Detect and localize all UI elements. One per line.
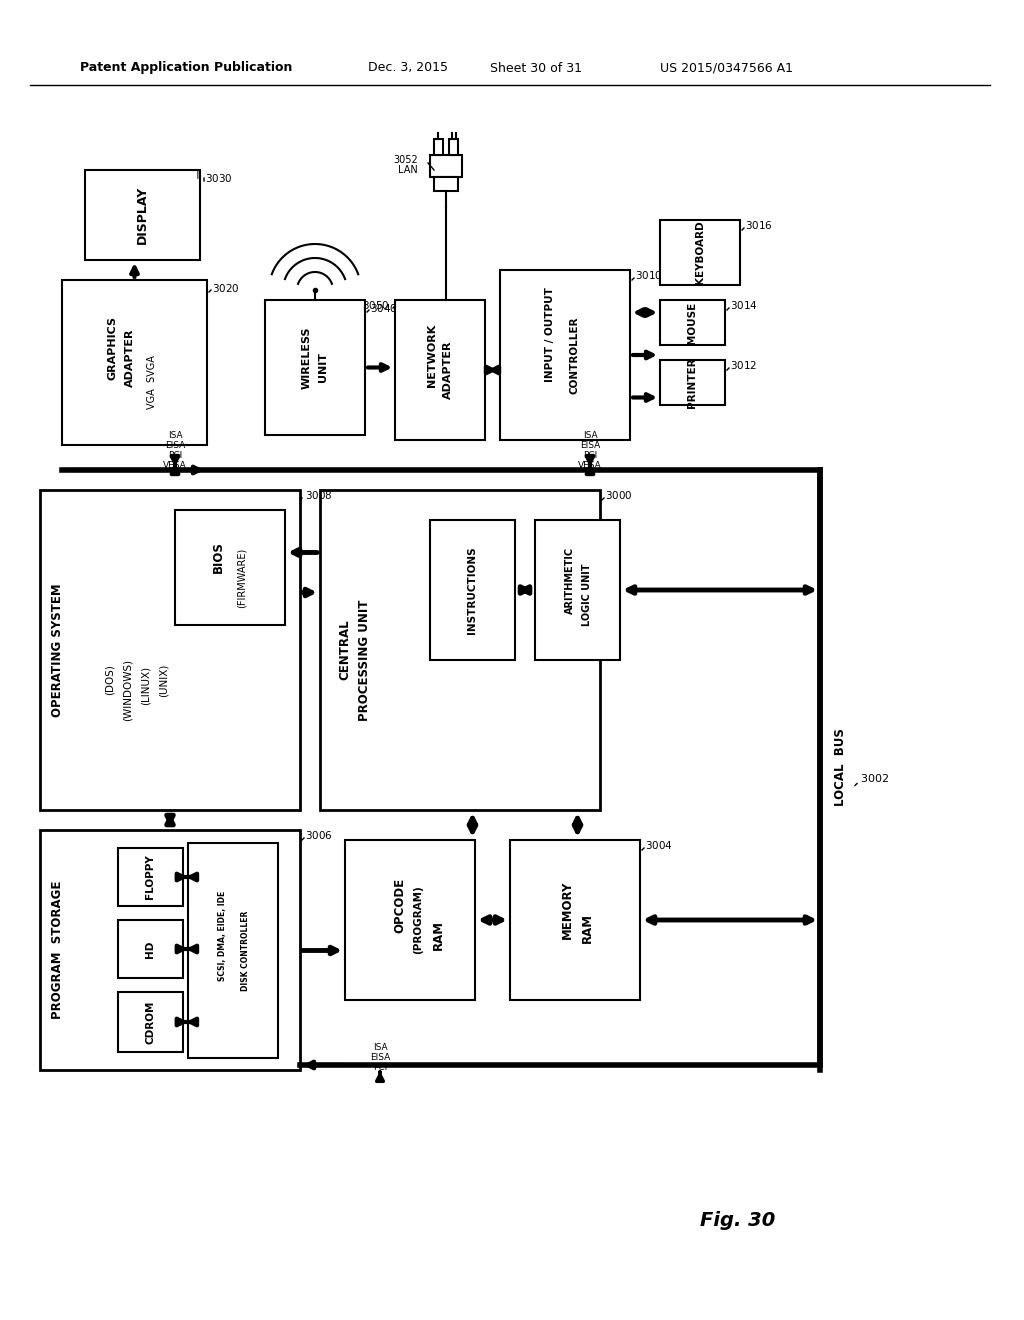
- Text: VESA: VESA: [163, 461, 186, 470]
- Text: SCSI, DMA, EIDE, IDE: SCSI, DMA, EIDE, IDE: [218, 891, 227, 981]
- Text: PCI: PCI: [373, 1064, 387, 1072]
- Text: Fig. 30: Fig. 30: [700, 1210, 775, 1229]
- Text: (WINDOWS): (WINDOWS): [123, 659, 133, 721]
- Text: RAM: RAM: [431, 920, 444, 950]
- Bar: [500, 271, 630, 440]
- Text: $\mathsf{3004}$: $\mathsf{3004}$: [645, 840, 673, 851]
- Text: $\mathsf{3014}$: $\mathsf{3014}$: [730, 300, 758, 312]
- Text: $\mathsf{3010}$: $\mathsf{3010}$: [635, 269, 663, 281]
- Bar: [449, 139, 458, 154]
- Text: EISA: EISA: [370, 1053, 390, 1063]
- Text: ARITHMETIC: ARITHMETIC: [564, 546, 574, 614]
- Text: $\mathsf{3050}$: $\mathsf{3050}$: [362, 300, 390, 312]
- Text: OPERATING SYSTEM: OPERATING SYSTEM: [51, 583, 65, 717]
- Text: KEYBOARD: KEYBOARD: [695, 220, 705, 284]
- Bar: [660, 220, 740, 285]
- Bar: [660, 360, 725, 405]
- Bar: [660, 300, 725, 345]
- Text: $\mathsf{3012}$: $\mathsf{3012}$: [730, 359, 758, 371]
- Bar: [319, 490, 600, 810]
- Text: PROGRAM  STORAGE: PROGRAM STORAGE: [51, 880, 65, 1019]
- Text: $\mathsf{3016}$: $\mathsf{3016}$: [745, 219, 773, 231]
- Text: $\mathsf{\mathsf{3030}}$: $\mathsf{\mathsf{3030}}$: [205, 172, 232, 183]
- Text: $\mathsf{3008}$: $\mathsf{3008}$: [305, 488, 333, 502]
- Text: (DOS): (DOS): [105, 664, 115, 696]
- Text: $\mathsf{3000}$: $\mathsf{3000}$: [605, 488, 633, 502]
- Bar: [430, 154, 462, 177]
- Text: DISK CONTROLLER: DISK CONTROLLER: [241, 911, 250, 991]
- Bar: [430, 520, 515, 660]
- Bar: [85, 170, 200, 260]
- Text: PROCESSING UNIT: PROCESSING UNIT: [358, 599, 372, 721]
- Text: UNIT: UNIT: [318, 352, 328, 383]
- Text: CDROM: CDROM: [145, 1001, 156, 1044]
- Text: RAM: RAM: [581, 913, 594, 942]
- Text: (LINUX): (LINUX): [141, 665, 151, 705]
- Text: Sheet 30 of 31: Sheet 30 of 31: [490, 62, 582, 74]
- Text: DISPLAY: DISPLAY: [136, 186, 150, 244]
- Text: ADAPTER: ADAPTER: [443, 341, 453, 399]
- Text: VGA  SVGA: VGA SVGA: [147, 355, 157, 409]
- Text: US 2015/0347566 A1: US 2015/0347566 A1: [660, 62, 793, 74]
- Bar: [118, 920, 183, 978]
- Text: CENTRAL: CENTRAL: [339, 619, 351, 680]
- Bar: [434, 177, 458, 191]
- Text: MOUSE: MOUSE: [687, 301, 697, 343]
- Text: OPCODE: OPCODE: [393, 878, 407, 932]
- Text: VESA: VESA: [579, 461, 602, 470]
- Bar: [510, 840, 640, 1001]
- Text: $\mathsf{3020}$: $\mathsf{3020}$: [212, 282, 240, 294]
- Bar: [345, 840, 475, 1001]
- Text: ISA: ISA: [373, 1044, 387, 1052]
- Text: PCI: PCI: [583, 450, 597, 459]
- Bar: [265, 300, 365, 436]
- Text: PCI: PCI: [168, 450, 182, 459]
- Text: FLOPPY: FLOPPY: [145, 854, 156, 899]
- Text: 3052: 3052: [393, 154, 418, 165]
- Text: ADAPTER: ADAPTER: [125, 329, 135, 387]
- Text: BIOS: BIOS: [212, 541, 224, 573]
- Bar: [434, 139, 443, 154]
- Bar: [40, 830, 300, 1071]
- Text: NETWORK: NETWORK: [427, 323, 437, 387]
- Text: HD: HD: [145, 940, 156, 958]
- Text: LAN: LAN: [398, 165, 418, 176]
- Text: $\mathsf{3002}$: $\mathsf{3002}$: [860, 771, 889, 784]
- Text: Dec. 3, 2015: Dec. 3, 2015: [368, 62, 449, 74]
- Text: EISA: EISA: [580, 441, 600, 450]
- Text: GRAPHICS: GRAPHICS: [106, 315, 117, 380]
- Bar: [535, 520, 620, 660]
- Text: ISA: ISA: [168, 430, 182, 440]
- Text: INSTRUCTIONS: INSTRUCTIONS: [468, 546, 477, 634]
- Bar: [62, 280, 207, 445]
- Bar: [118, 993, 183, 1052]
- Text: (UNIX): (UNIX): [159, 664, 169, 697]
- Text: EISA: EISA: [165, 441, 185, 450]
- Text: (FIRMWARE): (FIRMWARE): [237, 548, 247, 607]
- Text: WIRELESS: WIRELESS: [302, 326, 312, 389]
- Text: ISA: ISA: [583, 430, 597, 440]
- Text: $\mathsf{\rceil}$: $\mathsf{\rceil}$: [195, 168, 200, 181]
- Bar: [118, 847, 183, 906]
- Text: CONTROLLER: CONTROLLER: [570, 317, 580, 393]
- Text: INPUT / OUTPUT: INPUT / OUTPUT: [545, 288, 555, 383]
- Text: LOGIC UNIT: LOGIC UNIT: [583, 564, 593, 626]
- Text: $\mathsf{3040}$: $\mathsf{3040}$: [370, 302, 397, 314]
- Bar: [40, 490, 300, 810]
- Text: Patent Application Publication: Patent Application Publication: [80, 62, 293, 74]
- Bar: [188, 843, 278, 1059]
- Text: LOCAL  BUS: LOCAL BUS: [834, 729, 847, 807]
- Text: $\mathsf{3006}$: $\mathsf{3006}$: [305, 829, 333, 841]
- Bar: [175, 510, 285, 624]
- Text: PRINTER: PRINTER: [687, 358, 697, 408]
- Text: (PROGRAM): (PROGRAM): [413, 886, 423, 954]
- Bar: [395, 300, 485, 440]
- Text: MEMORY: MEMORY: [560, 880, 573, 940]
